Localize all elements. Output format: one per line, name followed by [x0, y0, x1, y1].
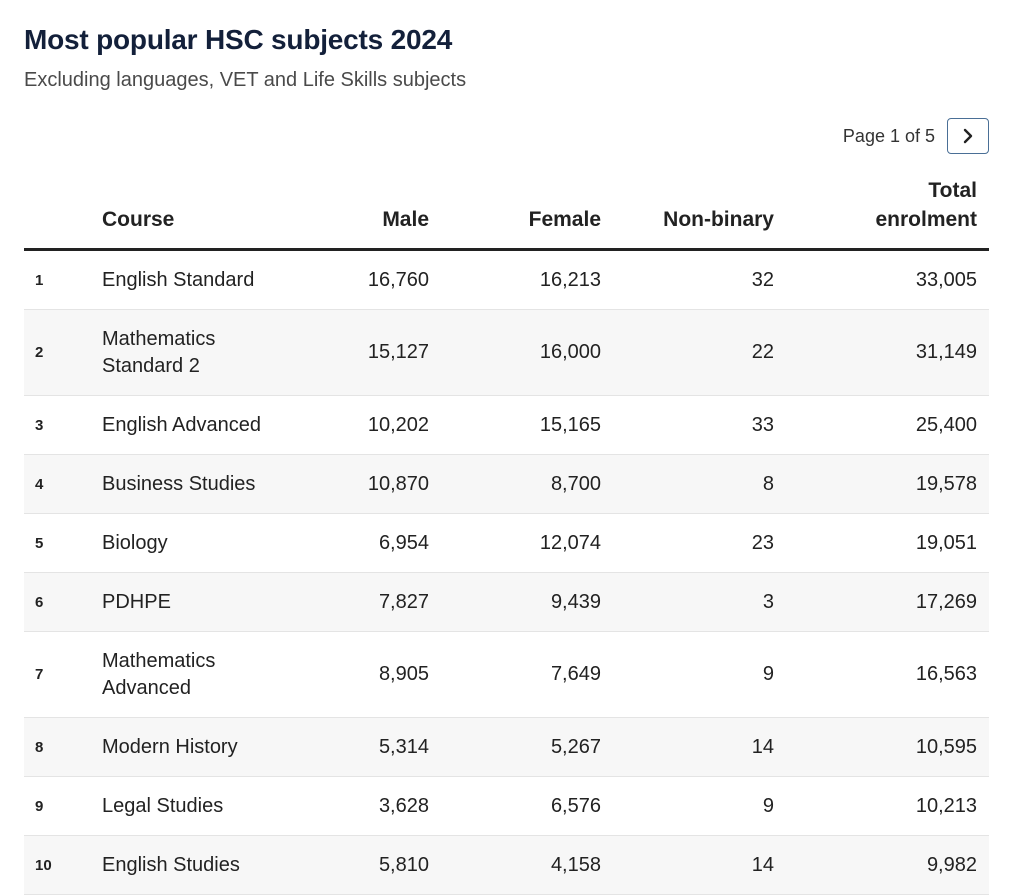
- cell-non-binary: 14: [613, 835, 786, 895]
- cell-female: 5,267: [441, 717, 613, 777]
- cell-male: 8,905: [308, 631, 441, 718]
- cell-rank: 10: [24, 835, 78, 895]
- table-row: 9 Legal Studies 3,628 6,576 9 10,213: [24, 776, 989, 836]
- cell-male: 10,870: [308, 454, 441, 514]
- cell-course: Business Studies: [78, 454, 308, 514]
- cell-total-enrolment: 19,051: [786, 513, 989, 573]
- cell-course: Modern History: [78, 717, 308, 777]
- cell-course: Mathematics Standard 2: [78, 309, 308, 396]
- cell-male: 5,314: [308, 717, 441, 777]
- cell-female: 16,213: [441, 249, 613, 310]
- cell-female: 15,165: [441, 395, 613, 455]
- cell-non-binary: 9: [613, 776, 786, 836]
- table-row: 6 PDHPE 7,827 9,439 3 17,269: [24, 572, 989, 632]
- cell-non-binary: 3: [613, 572, 786, 632]
- cell-total-enrolment: 25,400: [786, 395, 989, 455]
- subjects-table: Course Male Female Non-binary Total enro…: [24, 176, 989, 895]
- cell-total-enrolment: 9,982: [786, 835, 989, 895]
- column-header-rank: [24, 176, 78, 251]
- cell-male: 10,202: [308, 395, 441, 455]
- cell-total-enrolment: 10,595: [786, 717, 989, 777]
- cell-non-binary: 32: [613, 249, 786, 310]
- cell-course: Mathematics Advanced: [78, 631, 308, 718]
- table-row: 5 Biology 6,954 12,074 23 19,051: [24, 513, 989, 573]
- cell-total-enrolment: 16,563: [786, 631, 989, 718]
- cell-non-binary: 14: [613, 717, 786, 777]
- page-subtitle: Excluding languages, VET and Life Skills…: [24, 69, 467, 91]
- column-header-total-enrolment-text: Total enrolment: [875, 179, 977, 231]
- table-row: 7 Mathematics Advanced 8,905 7,649 9 16,563: [24, 631, 989, 718]
- table-row: 10 English Studies 5,810 4,158 14 9,982: [24, 835, 989, 895]
- cell-rank: 7: [24, 631, 78, 718]
- cell-female: 7,649: [441, 631, 613, 718]
- cell-course: English Standard: [78, 249, 308, 310]
- column-header-male: Male: [308, 176, 441, 251]
- cell-rank: 4: [24, 454, 78, 514]
- cell-male: 7,827: [308, 572, 441, 632]
- cell-rank: 3: [24, 395, 78, 455]
- cell-total-enrolment: 17,269: [786, 572, 989, 632]
- table-row: 4 Business Studies 10,870 8,700 8 19,578: [24, 454, 989, 514]
- cell-male: 16,760: [308, 249, 441, 310]
- cell-total-enrolment: 33,005: [786, 249, 989, 310]
- cell-course: Biology: [78, 513, 308, 573]
- table-row: 8 Modern History 5,314 5,267 14 10,595: [24, 717, 989, 777]
- table-row: 2 Mathematics Standard 2 15,127 16,000 22 31,1…: [24, 309, 989, 396]
- cell-rank: 1: [24, 249, 78, 310]
- cell-female: 8,700: [441, 454, 613, 514]
- column-header-course: Course: [78, 176, 308, 251]
- cell-rank: 8: [24, 717, 78, 777]
- cell-total-enrolment: 31,149: [786, 309, 989, 396]
- column-header-female: Female: [441, 176, 613, 251]
- table-header-row: Course Male Female Non-binary Total enro…: [24, 176, 989, 251]
- cell-male: 5,810: [308, 835, 441, 895]
- cell-male: 6,954: [308, 513, 441, 573]
- cell-non-binary: 8: [613, 454, 786, 514]
- next-page-button[interactable]: [947, 118, 989, 154]
- table-row: 1 English Standard 16,760 16,213 32 33,005: [24, 249, 989, 310]
- cell-rank: 9: [24, 776, 78, 836]
- column-header-total-enrolment: Total enrolment: [786, 176, 989, 251]
- cell-rank: 5: [24, 513, 78, 573]
- cell-rank: 6: [24, 572, 78, 632]
- cell-non-binary: 23: [613, 513, 786, 573]
- table-row: 3 English Advanced 10,202 15,165 33 25,400: [24, 395, 989, 455]
- cell-non-binary: 22: [613, 309, 786, 396]
- cell-total-enrolment: 10,213: [786, 776, 989, 836]
- page-title: Most popular HSC subjects 2024: [24, 24, 453, 55]
- cell-female: 12,074: [441, 513, 613, 573]
- cell-course: Legal Studies: [78, 776, 308, 836]
- cell-course: English Studies: [78, 835, 308, 895]
- cell-male: 15,127: [308, 309, 441, 396]
- cell-rank: 2: [24, 309, 78, 396]
- cell-course: PDHPE: [78, 572, 308, 632]
- cell-female: 9,439: [441, 572, 613, 632]
- cell-male: 3,628: [308, 776, 441, 836]
- cell-female: 6,576: [441, 776, 613, 836]
- column-header-non-binary: Non-binary: [613, 176, 786, 251]
- chevron-right-icon: [963, 128, 973, 144]
- cell-non-binary: 33: [613, 395, 786, 455]
- table-body: 1 English Standard 16,760 16,213 32 33,005 2 Ma…: [24, 249, 989, 895]
- pagination: Page 1 of 5: [843, 117, 989, 155]
- table-widget: Most popular HSC subjects 2024 Excluding…: [24, 0, 989, 895]
- cell-total-enrolment: 19,578: [786, 454, 989, 514]
- cell-course: English Advanced: [78, 395, 308, 455]
- cell-non-binary: 9: [613, 631, 786, 718]
- cell-female: 4,158: [441, 835, 613, 895]
- page-indicator: Page 1 of 5: [842, 125, 935, 146]
- cell-female: 16,000: [441, 309, 613, 396]
